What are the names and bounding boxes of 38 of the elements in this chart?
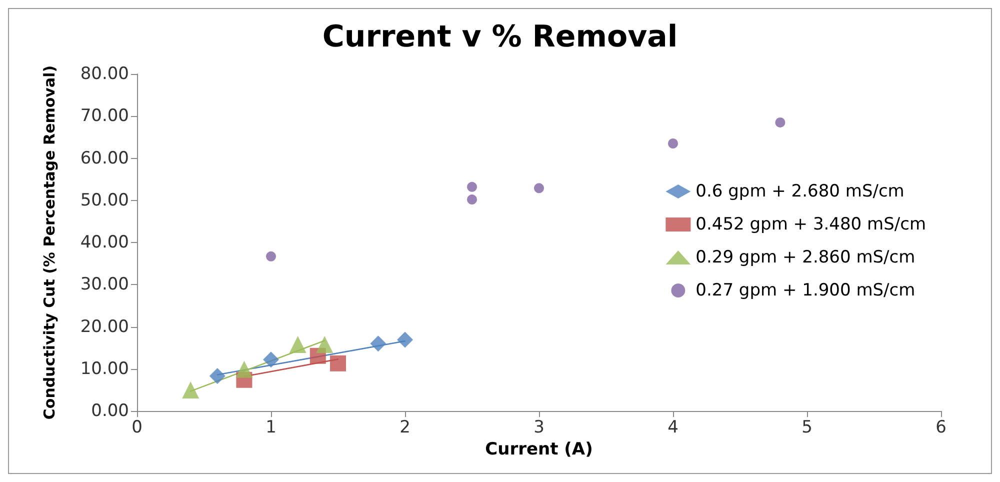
point xyxy=(534,183,544,194)
y-tick-label: 40.00 xyxy=(80,232,129,252)
legend-label: 0.29 gpm + 2.860 mS/cm xyxy=(696,248,916,268)
point xyxy=(209,368,226,384)
point xyxy=(397,332,413,348)
point xyxy=(316,336,334,353)
y-tick-label: 50.00 xyxy=(80,190,129,210)
point xyxy=(467,194,477,205)
x-tick-label: 2 xyxy=(400,418,410,438)
y-tick-label: 80.00 xyxy=(80,64,129,84)
point xyxy=(775,117,786,128)
point xyxy=(330,355,346,372)
chart-title: Current v % Removal xyxy=(322,20,678,54)
y-tick-label: 20.00 xyxy=(80,316,129,337)
y-tick-label: 60.00 xyxy=(80,148,129,168)
legend-label: 0.27 gpm + 1.900 mS/cm xyxy=(696,280,916,300)
point xyxy=(182,381,200,398)
x-tick-label: 6 xyxy=(936,418,946,438)
x-tick-label: 3 xyxy=(534,418,544,438)
point xyxy=(266,251,276,262)
x-tick-label: 0 xyxy=(132,418,142,438)
x-tick-label: 4 xyxy=(668,418,678,438)
legend-label: 0.6 gpm + 2.680 mS/cm xyxy=(696,182,904,202)
point xyxy=(370,336,386,352)
y-axis-title: Conductivity Cut (% Percentage Removal) xyxy=(40,65,58,420)
y-tick-label: 30.00 xyxy=(80,274,129,295)
point xyxy=(289,336,306,353)
point xyxy=(263,352,279,368)
x-tick-label: 5 xyxy=(802,418,812,438)
point xyxy=(467,182,477,192)
x-axis-title: Current (A) xyxy=(485,439,593,460)
legend-label: 0.452 gpm + 3.480 mS/cm xyxy=(696,214,926,234)
y-tick-label: 0.00 xyxy=(91,401,129,421)
point xyxy=(668,138,678,149)
x-tick-label: 1 xyxy=(266,418,276,438)
y-tick-label: 10.00 xyxy=(80,358,129,379)
y-tick-label: 70.00 xyxy=(80,106,129,126)
point xyxy=(236,360,253,378)
